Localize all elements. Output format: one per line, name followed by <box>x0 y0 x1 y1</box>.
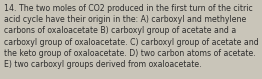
Text: 14. The two moles of CO2 produced in the first turn of the citric
acid cycle hav: 14. The two moles of CO2 produced in the… <box>4 4 259 69</box>
